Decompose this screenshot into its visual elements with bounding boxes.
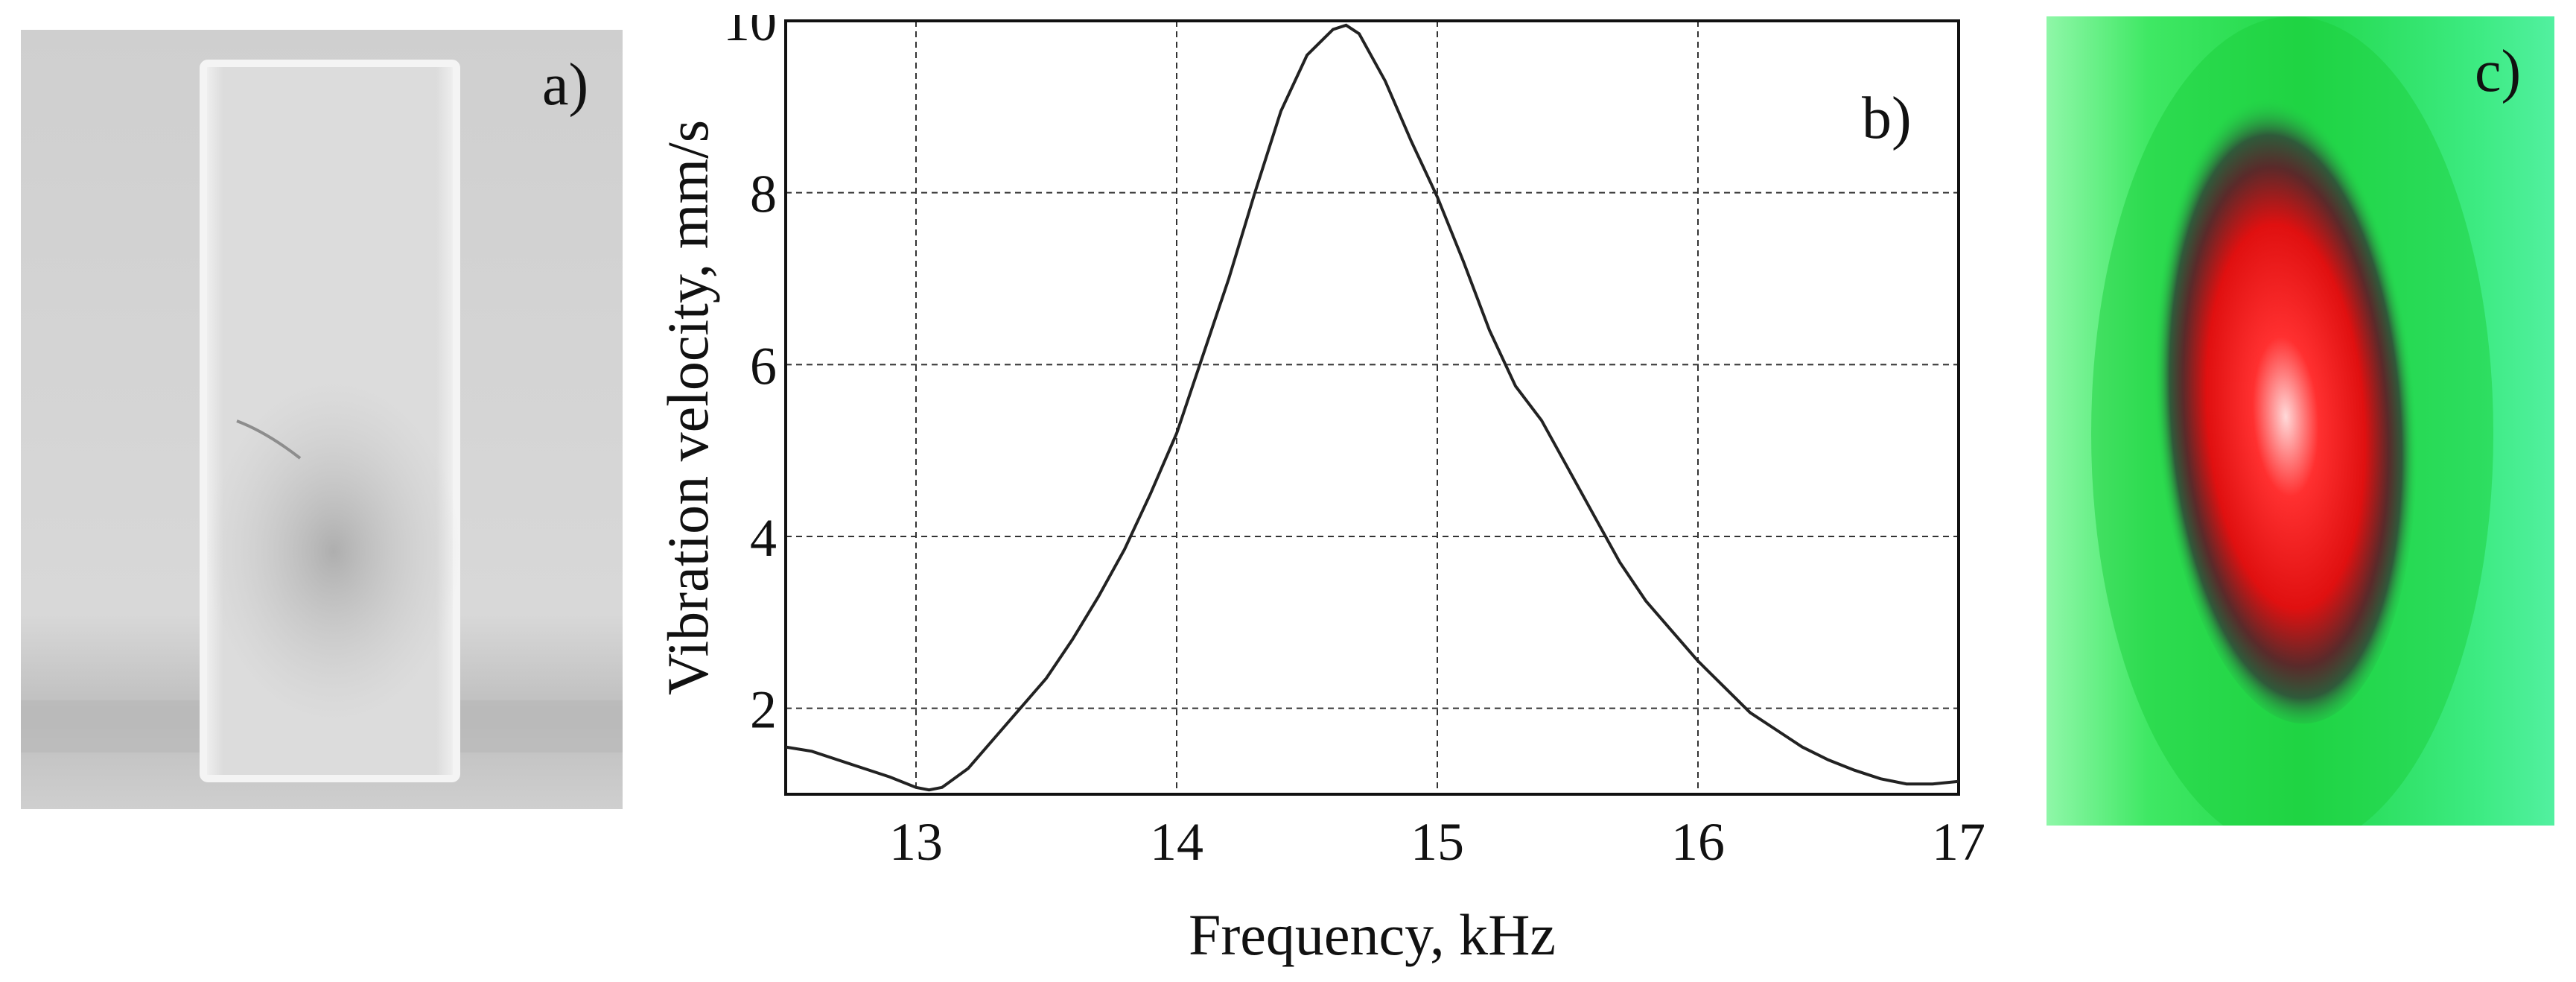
x-axis-label: Frequency, kHz — [1189, 902, 1556, 967]
y-tick-label: 4 — [750, 508, 777, 568]
y-tick-labels: 2 4 6 8 10 — [723, 15, 777, 740]
frequency-response-chart: 13 14 15 16 17 2 4 6 8 10 Frequency, kHz Vibrati… — [655, 15, 1996, 982]
panel-c-label: c) — [2475, 39, 2521, 104]
y-tick-label: 6 — [750, 336, 777, 396]
grid-lines — [786, 21, 1959, 794]
chart-svg: 13 14 15 16 17 2 4 6 8 10 Frequency, kHz Vibrati… — [655, 15, 1985, 967]
panel-a-label: a) — [542, 52, 588, 118]
sample-photo-panel: a) — [21, 30, 623, 809]
x-tick-label: 14 — [1150, 812, 1203, 872]
velocity-curve — [785, 23, 1959, 792]
vibration-heatmap-panel: c) — [2047, 16, 2554, 826]
plot-frame — [784, 19, 1960, 796]
y-tick-label: 2 — [750, 680, 777, 740]
y-tick-label: 8 — [750, 165, 777, 224]
x-tick-label: 17 — [1932, 812, 1985, 872]
y-tick-label: 10 — [723, 15, 777, 52]
x-tick-labels: 13 14 15 16 17 — [889, 812, 1985, 872]
x-tick-label: 15 — [1411, 812, 1464, 872]
y-axis-label: Vibration velocity, mm/s — [655, 120, 720, 695]
x-tick-label: 13 — [889, 812, 943, 872]
sample-photo: a) — [21, 30, 623, 809]
panel-b-label: b) — [1862, 86, 1912, 151]
vibration-heatmap: c) — [2047, 16, 2554, 826]
x-tick-label: 16 — [1671, 812, 1725, 872]
